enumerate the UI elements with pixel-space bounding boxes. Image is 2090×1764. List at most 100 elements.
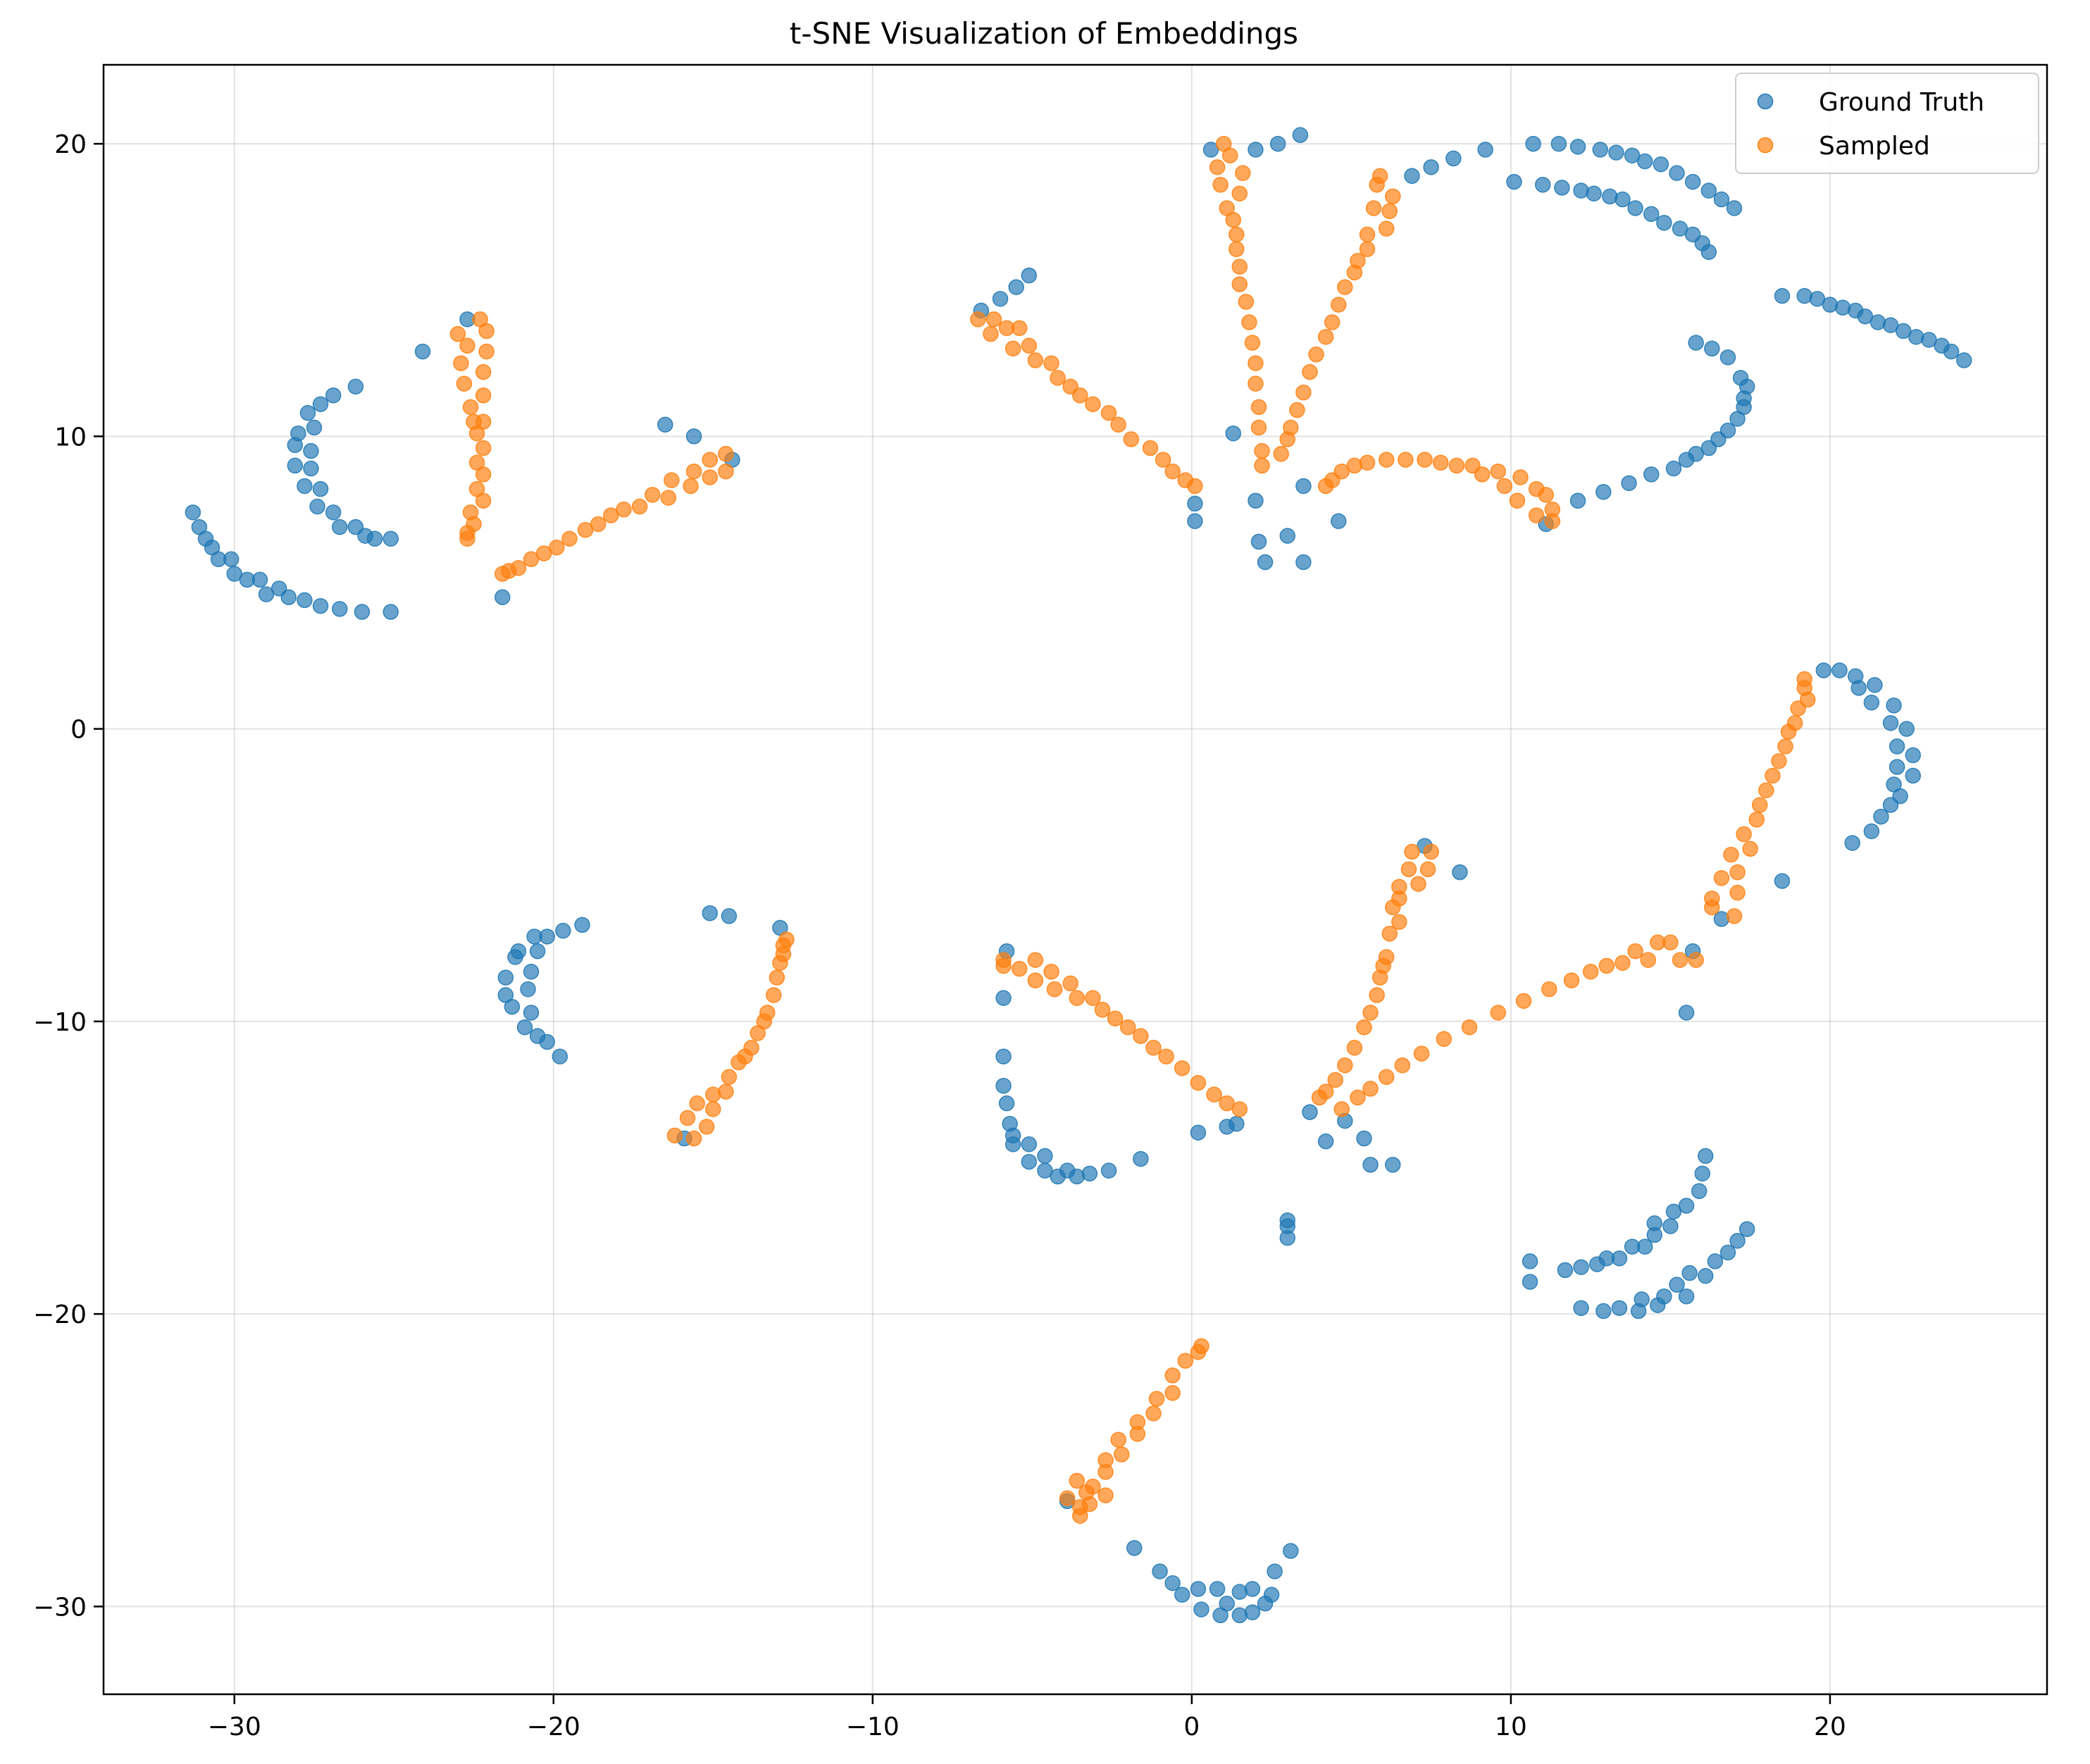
data-point <box>466 516 482 533</box>
data-point <box>539 928 555 945</box>
data-point <box>1662 934 1679 951</box>
data-point <box>1889 759 1905 775</box>
data-point <box>1209 159 1226 175</box>
data-point <box>287 457 304 474</box>
data-point <box>1059 1490 1076 1507</box>
data-point <box>1697 1267 1714 1284</box>
data-point <box>1506 173 1522 190</box>
data-point <box>1742 840 1758 857</box>
data-point <box>1164 1367 1181 1384</box>
data-point <box>290 425 306 442</box>
data-point <box>1008 279 1024 295</box>
data-point <box>1126 1540 1143 1556</box>
data-point <box>1684 173 1701 190</box>
data-point <box>1350 252 1366 269</box>
data-point <box>1665 460 1682 477</box>
data-point <box>1021 1153 1038 1170</box>
data-point <box>1515 993 1532 1010</box>
data-point <box>1174 1586 1190 1603</box>
data-point <box>1669 1277 1685 1293</box>
data-point <box>523 964 540 980</box>
data-point <box>698 1119 715 1135</box>
data-point <box>516 1019 533 1036</box>
data-point <box>1477 142 1493 158</box>
data-point <box>1359 241 1376 257</box>
data-point <box>331 601 348 617</box>
data-point <box>1550 135 1567 152</box>
data-point <box>1133 1028 1149 1044</box>
data-point <box>1133 1150 1149 1167</box>
data-point <box>1356 1019 1372 1036</box>
data-point <box>772 955 788 971</box>
data-point <box>1225 425 1242 442</box>
data-point <box>1615 191 1631 208</box>
data-point <box>679 1110 696 1126</box>
data-point <box>1317 1133 1334 1150</box>
data-point <box>1873 808 1889 825</box>
legend-label: Sampled <box>1819 132 1930 161</box>
data-point <box>497 969 514 986</box>
data-point <box>1525 135 1541 152</box>
axis-ticks: −30 −20 −10 0 10 20 −30 −20 −10 0 10 20 <box>33 130 1846 1741</box>
data-point <box>1634 1291 1650 1308</box>
data-point <box>1796 671 1812 688</box>
data-point <box>1337 279 1353 295</box>
data-point <box>1688 335 1704 351</box>
data-point <box>616 501 632 518</box>
data-point <box>1569 492 1586 509</box>
data-point <box>1857 308 1874 325</box>
data-point <box>998 1095 1015 1112</box>
data-point <box>1636 1238 1653 1255</box>
data-point <box>1691 1183 1708 1200</box>
data-point <box>1062 975 1078 992</box>
data-point <box>299 404 316 421</box>
data-point <box>1254 457 1270 474</box>
data-point <box>1423 159 1439 175</box>
data-point <box>1608 144 1624 161</box>
data-point <box>510 943 527 959</box>
data-point <box>1164 463 1181 480</box>
data-point <box>226 566 242 582</box>
data-point <box>1643 206 1660 223</box>
data-point <box>1308 346 1324 363</box>
data-point <box>1758 782 1774 799</box>
data-point <box>1250 419 1267 436</box>
data-point <box>1085 396 1101 412</box>
data-point <box>749 1025 766 1041</box>
data-point <box>1190 1124 1207 1141</box>
data-point <box>523 1005 540 1021</box>
data-point <box>303 460 319 477</box>
data-point <box>590 516 607 533</box>
data-point <box>1445 150 1462 167</box>
data-point <box>1704 340 1720 357</box>
data-point <box>1490 463 1507 480</box>
data-point <box>475 440 492 456</box>
data-point <box>660 490 677 506</box>
data-point <box>1164 1574 1181 1591</box>
data-point <box>1678 452 1695 468</box>
data-point <box>1886 697 1902 714</box>
data-point <box>1490 1005 1507 1021</box>
data-point <box>1898 721 1915 737</box>
data-point <box>1346 1040 1363 1056</box>
data-point <box>1461 1019 1478 1036</box>
data-point <box>1231 259 1248 275</box>
data-point <box>705 1101 721 1117</box>
data-point <box>1295 478 1312 495</box>
data-point <box>478 323 494 340</box>
data-point <box>985 311 1002 328</box>
data-point <box>1081 1165 1098 1182</box>
data-point <box>251 571 268 588</box>
data-point <box>1231 185 1248 201</box>
data-point <box>549 539 565 556</box>
data-point <box>1187 513 1203 530</box>
data-point <box>1190 1343 1207 1360</box>
data-point <box>1269 135 1286 152</box>
data-point <box>1193 1601 1209 1617</box>
data-point <box>1043 964 1059 980</box>
data-point <box>1219 1596 1235 1612</box>
data-point <box>1522 1274 1538 1290</box>
data-point <box>1123 431 1140 447</box>
data-point <box>1289 402 1305 418</box>
data-point <box>1129 1426 1146 1442</box>
